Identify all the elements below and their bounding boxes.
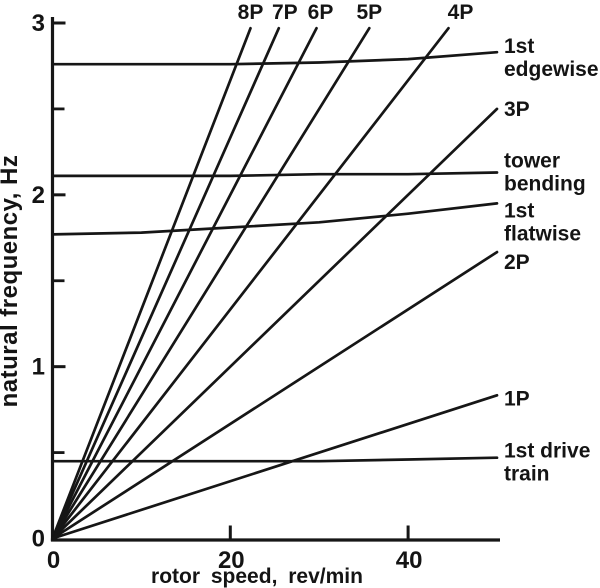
series-label-8P: 8P [238, 1, 264, 24]
series-label-1st-flatwise-line1: 1st [504, 199, 534, 222]
series-line-tower-bending [51, 171, 499, 178]
x-axis-title: rotor speed, rev/min [151, 565, 363, 588]
series-label-2P: 2P [504, 251, 530, 274]
series-label-1st-drive-train-line2: train [504, 463, 550, 486]
series-label-tower-bending-line1: tower [504, 150, 560, 173]
series-line-7P [51, 26, 281, 540]
series-labels: 8P 7P 6P 5P 4P3P2P1P1stedgewisetowerbending1… [238, 1, 599, 486]
series-label-1st-drive-train-line1: 1st drive [504, 440, 590, 463]
axes: 0 1 2 3 0 20 40 [32, 10, 500, 574]
series-label-1st-flatwise-line2: flatwise [504, 222, 581, 245]
x-tick-label: 0 [47, 547, 60, 574]
series-label-1st-edgewise-line1: 1st [504, 35, 534, 58]
series-line-4P [51, 26, 450, 540]
series-line-8P [51, 26, 252, 540]
series-label-7P: 7P [272, 1, 298, 24]
x-tick-label: 20 [218, 547, 245, 574]
y-axis-title: natural frequency, Hz [0, 155, 23, 408]
series-line-5P [51, 26, 371, 540]
series-label-tower-bending-line2: bending [504, 173, 586, 196]
series-lines [51, 26, 499, 540]
series-label-3P: 3P [504, 98, 530, 121]
y-tick-label: 1 [32, 354, 45, 381]
series-label-4P: 4P [448, 1, 474, 24]
series-line-2P [51, 250, 499, 540]
series-line-6P [51, 26, 318, 540]
series-line-3P [51, 107, 499, 540]
series-label-1P: 1P [504, 387, 530, 410]
series-line-1st-flatwise [51, 202, 499, 236]
series-label-1st-edgewise-line2: edgewise [504, 58, 599, 81]
y-tick-label: 0 [32, 526, 45, 553]
y-tick-label: 3 [32, 10, 45, 37]
series-label-6P: 6P [308, 1, 334, 24]
series-label-5P: 5P [356, 1, 382, 24]
series-line-1st-drive-train [51, 456, 499, 463]
x-tick-label: 40 [396, 547, 423, 574]
series-line-1P [51, 393, 499, 540]
series-line-1st-edgewise [51, 50, 499, 66]
y-tick-label: 2 [32, 182, 45, 209]
